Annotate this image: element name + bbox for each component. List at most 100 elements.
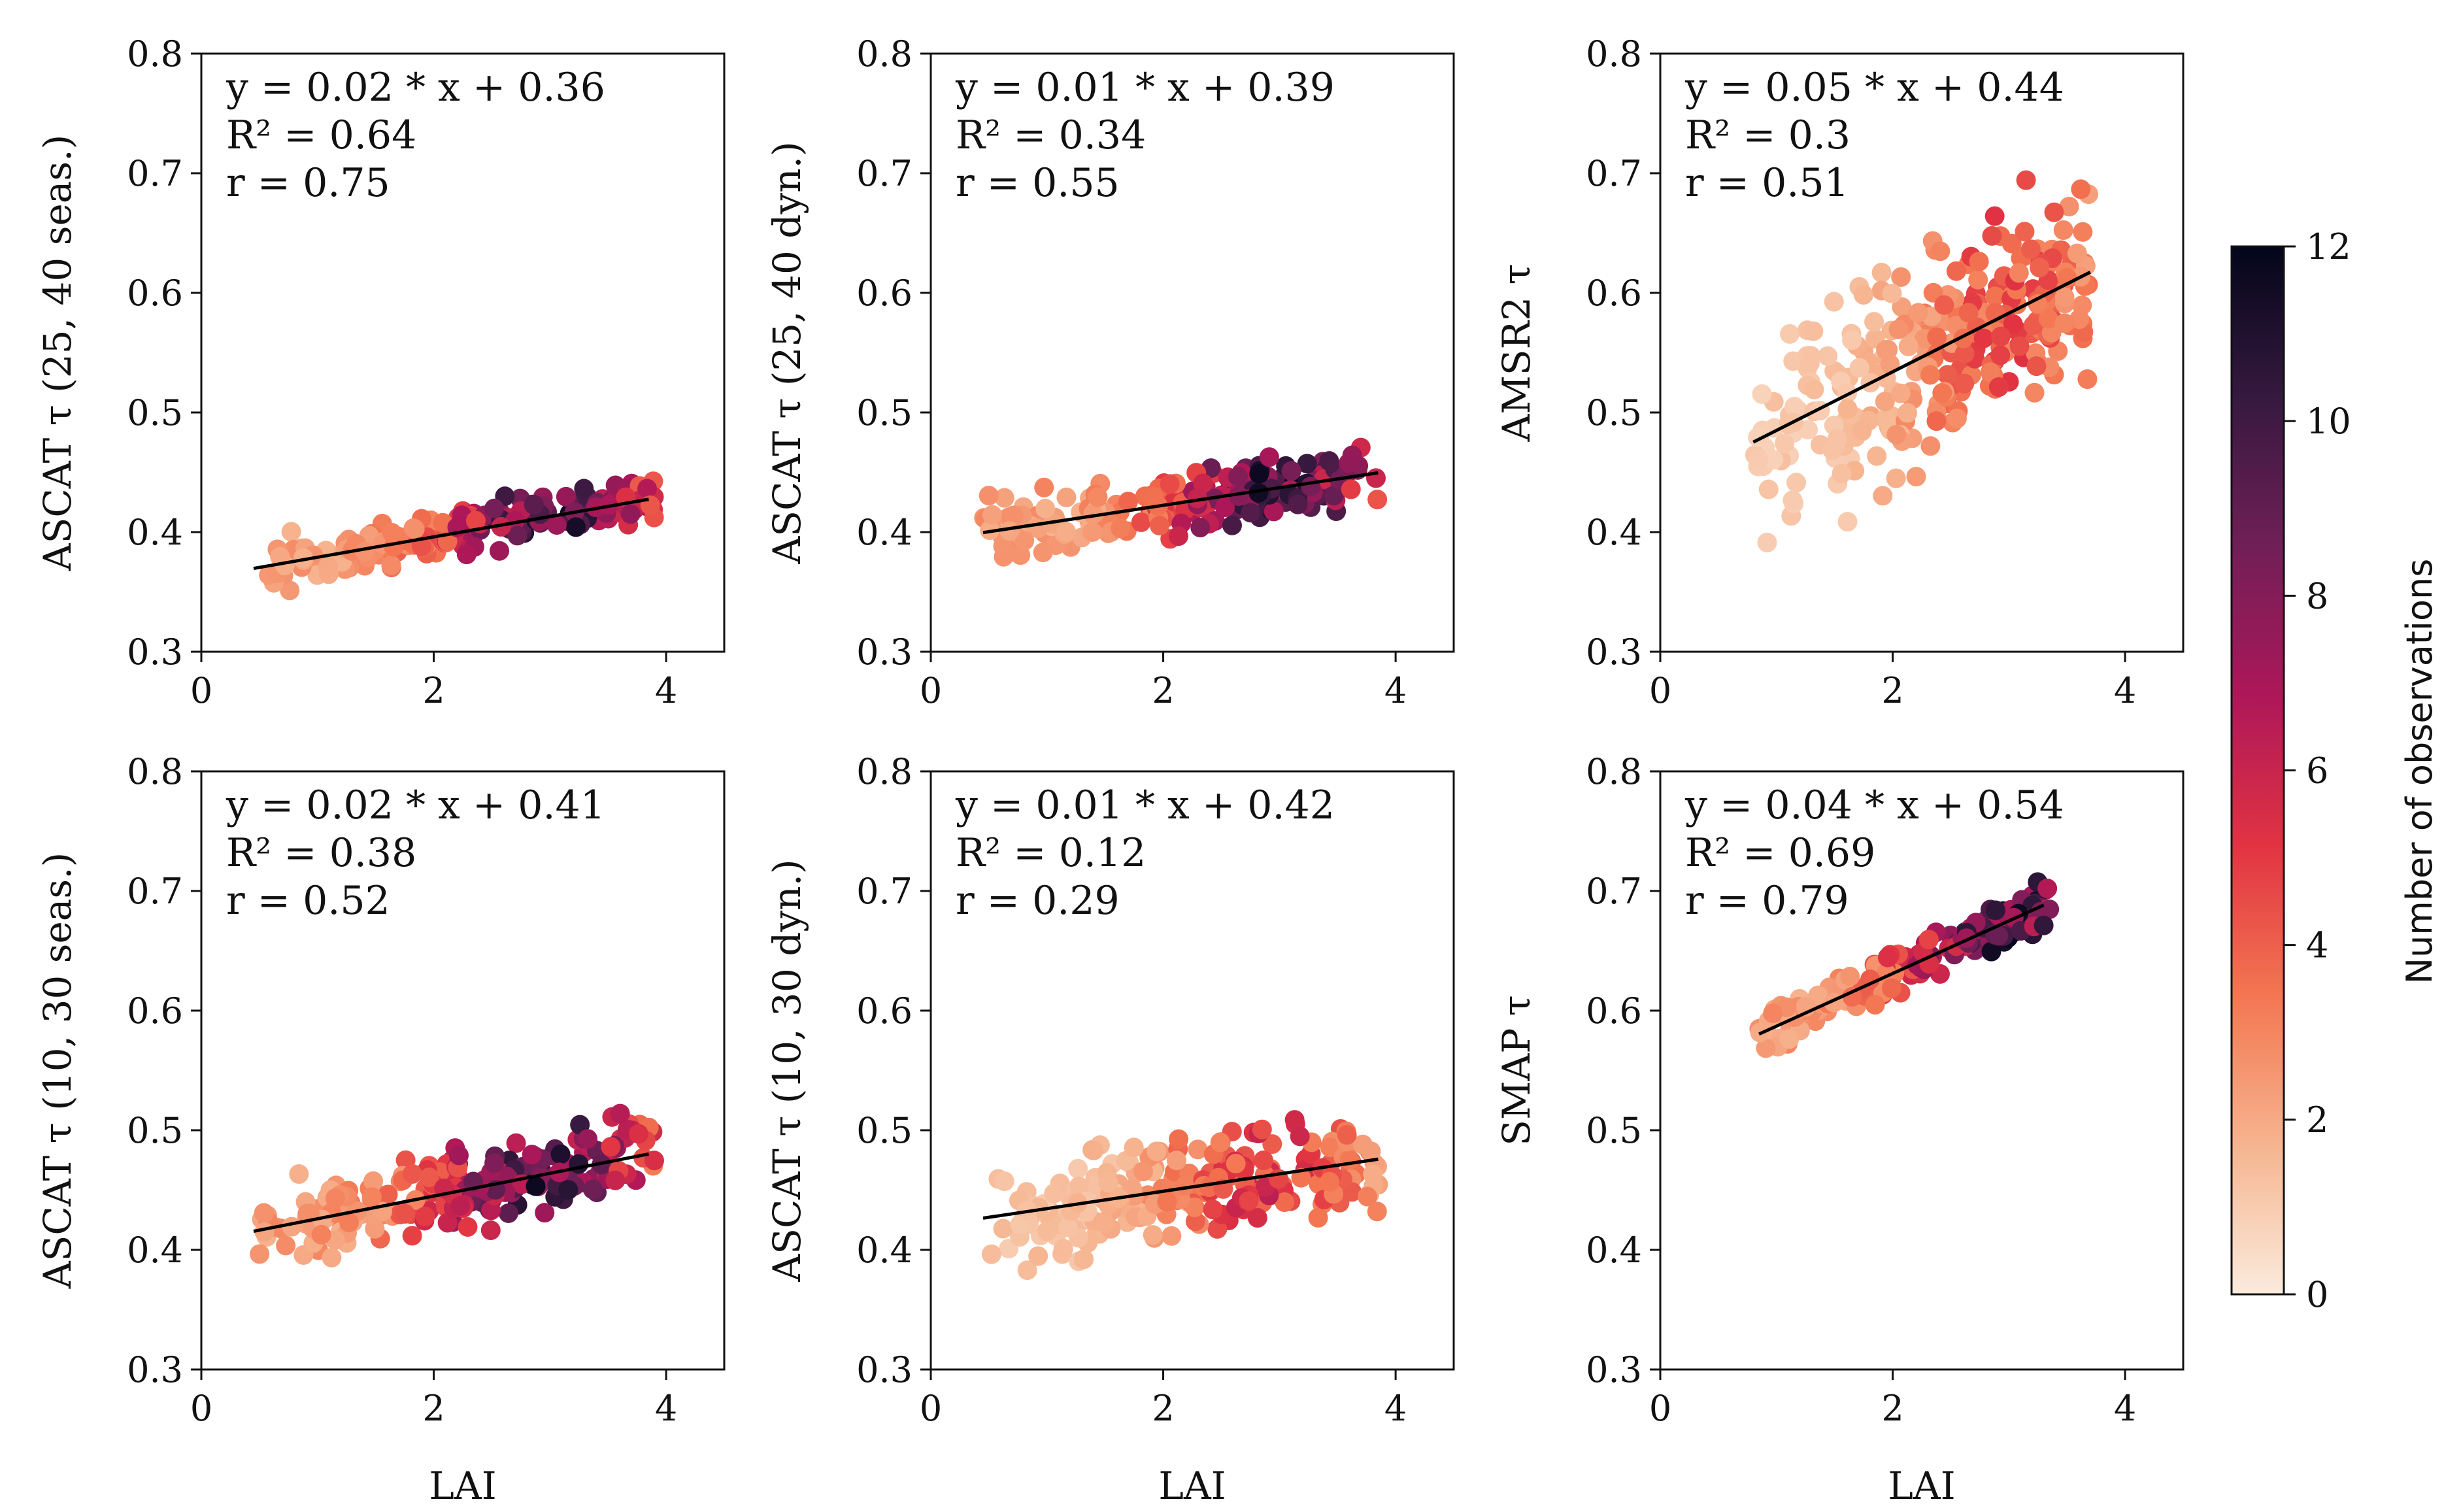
data-point [2073, 222, 2093, 242]
data-point [610, 1103, 630, 1124]
y-tick-label: 0.3 [1586, 1349, 1642, 1390]
data-point [1143, 1225, 1163, 1245]
y-tick-label: 0.4 [856, 1230, 912, 1271]
axes-frame [200, 770, 726, 1371]
data-point [1275, 1192, 1295, 1212]
regression-line [982, 1157, 1379, 1220]
y-tick-label: 0.7 [856, 153, 912, 194]
data-point [1033, 543, 1053, 563]
data-point [2016, 170, 2036, 190]
x-tick-label: 0 [1649, 670, 1671, 711]
data-point [1752, 384, 1772, 404]
data-point [1297, 454, 1317, 474]
data-point [1214, 497, 1235, 518]
data-point [2053, 220, 2073, 240]
data-point [637, 479, 658, 499]
data-point [1871, 262, 1892, 282]
data-point [506, 1133, 526, 1153]
data-point [1786, 473, 1807, 493]
data-point [490, 541, 510, 561]
data-point [993, 1218, 1013, 1239]
data-point [569, 1154, 589, 1174]
data-point [1990, 345, 2011, 365]
data-point [1748, 428, 1768, 448]
data-point [1748, 449, 1768, 469]
data-point [1162, 1226, 1182, 1246]
data-point [1185, 1211, 1205, 1232]
data-point [1056, 522, 1077, 542]
data-point [481, 1200, 501, 1220]
y-tick-label: 0.5 [856, 1110, 912, 1151]
data-point [289, 1164, 309, 1184]
data-point [620, 504, 641, 524]
data-point [2067, 243, 2087, 263]
data-point [1084, 1140, 1104, 1160]
colorbar-tick-label: 2 [2306, 1100, 2328, 1141]
data-point [2038, 309, 2058, 329]
data-point [1147, 1141, 1167, 1162]
data-point [1187, 488, 1207, 509]
x-tick-label: 0 [920, 670, 942, 711]
data-point [1875, 409, 1896, 429]
data-point [1968, 269, 1988, 290]
data-point [1881, 978, 1901, 998]
y-tick-label: 0.6 [127, 990, 183, 1032]
y-tick-label: 0.8 [1586, 751, 1642, 792]
data-point [361, 1187, 382, 1207]
data-point [1930, 241, 1950, 261]
data-point [1937, 365, 1958, 385]
data-point [1259, 447, 1279, 467]
data-point [1262, 1134, 1282, 1154]
data-point [311, 1224, 331, 1245]
data-point [601, 1137, 621, 1157]
data-point [1985, 900, 2005, 920]
fit-annotation: y = 0.05 * x + 0.44 [1684, 65, 2064, 110]
y-tick-label: 0.5 [1586, 392, 1642, 433]
y-tick-label: 0.4 [1586, 1230, 1642, 1271]
data-point [1946, 261, 1966, 281]
data-point [1918, 930, 1939, 950]
data-point [1886, 424, 1907, 445]
scatter-points [250, 1103, 664, 1268]
data-point [605, 1170, 626, 1190]
data-point [2054, 313, 2075, 333]
data-point [1290, 1126, 1310, 1147]
data-point [480, 1220, 501, 1241]
scatter-panel: 0.3 0.4 0.5 0.6 0.7 0.8 0 2 4 y = 0.02 * x + 0.36… [35, 33, 726, 711]
x-axis-label: LAI [1888, 1464, 1955, 1508]
data-point [491, 516, 511, 537]
y-tick-label: 0.8 [1586, 33, 1642, 75]
x-tick-label: 4 [655, 1388, 677, 1429]
data-point [1190, 518, 1211, 538]
data-point [1898, 403, 1918, 423]
regression-line [1752, 271, 2091, 444]
data-point [1248, 482, 1269, 503]
data-point [1780, 324, 1800, 344]
data-point [1920, 365, 1940, 385]
data-point [556, 486, 576, 507]
y-axis-label: ASCAT τ (10, 30 seas.) [35, 852, 80, 1289]
data-point [507, 526, 527, 546]
data-point [1864, 312, 1884, 332]
data-point [1764, 450, 1784, 470]
data-point [1908, 303, 1928, 323]
axes-frame [929, 770, 1455, 1371]
x-tick-label: 2 [1881, 670, 1903, 711]
data-point [1193, 473, 1213, 494]
data-point [456, 545, 477, 565]
data-point [1188, 1139, 1208, 1160]
data-point [1247, 1207, 1267, 1228]
data-point [1898, 336, 1918, 356]
data-point [1058, 1217, 1078, 1237]
y-tick-label: 0.5 [127, 392, 183, 433]
data-point [1783, 490, 1803, 511]
fit-annotation: R² = 0.69 [1685, 830, 1875, 876]
regression-line [1758, 903, 2045, 1036]
data-point [2054, 287, 2075, 307]
axes-frame [929, 52, 1455, 653]
data-point [1149, 516, 1169, 536]
fit-annotation: r = 0.75 [226, 160, 390, 206]
data-point [1341, 479, 1361, 499]
data-point [1082, 522, 1103, 542]
data-point [250, 1244, 270, 1264]
